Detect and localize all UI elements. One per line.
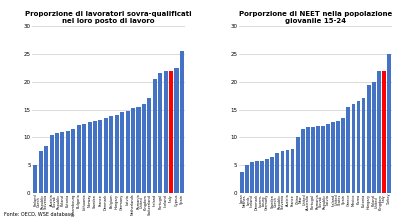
Bar [286,150,290,193]
Bar [88,122,92,193]
Bar [336,121,340,193]
Bar [260,161,264,193]
Bar [352,104,355,193]
Bar [136,107,140,193]
Bar [326,123,330,193]
Bar [33,165,37,193]
Bar [357,101,360,193]
Bar [276,153,279,193]
Bar [98,120,102,193]
Title: Proporzione di lavoratori sovra-qualificati
nel loro posto di lavoro: Proporzione di lavoratori sovra-qualific… [25,11,192,24]
Bar [174,68,178,193]
Bar [82,123,86,193]
Bar [180,51,184,193]
Bar [66,131,70,193]
Bar [44,146,48,193]
Bar [296,137,300,193]
Bar [142,104,146,193]
Bar [377,71,381,193]
Bar [131,108,135,193]
Bar [250,163,254,193]
Bar [158,73,162,193]
Bar [387,54,391,193]
Bar [115,115,119,193]
Bar [372,82,376,193]
Bar [164,71,168,193]
Bar [126,111,130,193]
Bar [50,135,54,193]
Bar [311,127,315,193]
Bar [362,99,366,193]
Bar [60,132,64,193]
Bar [291,149,294,193]
Bar [104,118,108,193]
Bar [316,126,320,193]
Bar [93,121,97,193]
Bar [306,127,310,193]
Bar [367,85,370,193]
Bar [301,129,305,193]
Bar [147,99,151,193]
Bar [169,71,173,193]
Bar [109,116,113,193]
Bar [55,133,59,193]
Bar [321,126,325,193]
Bar [71,129,75,193]
Bar [270,157,274,193]
Bar [245,165,249,193]
Bar [153,79,157,193]
Bar [39,151,43,193]
Bar [255,161,259,193]
Title: Porporzione di NEET nella popolazione
giovanile 15-24: Porporzione di NEET nella popolazione gi… [239,11,392,24]
Bar [265,159,269,193]
Bar [280,151,284,193]
Bar [346,107,350,193]
Bar [342,118,345,193]
Bar [382,71,386,193]
Bar [331,122,335,193]
Bar [120,112,124,193]
Text: Fonte: OECD, WSE database.: Fonte: OECD, WSE database. [4,212,75,217]
Bar [240,172,244,193]
Bar [77,125,81,193]
